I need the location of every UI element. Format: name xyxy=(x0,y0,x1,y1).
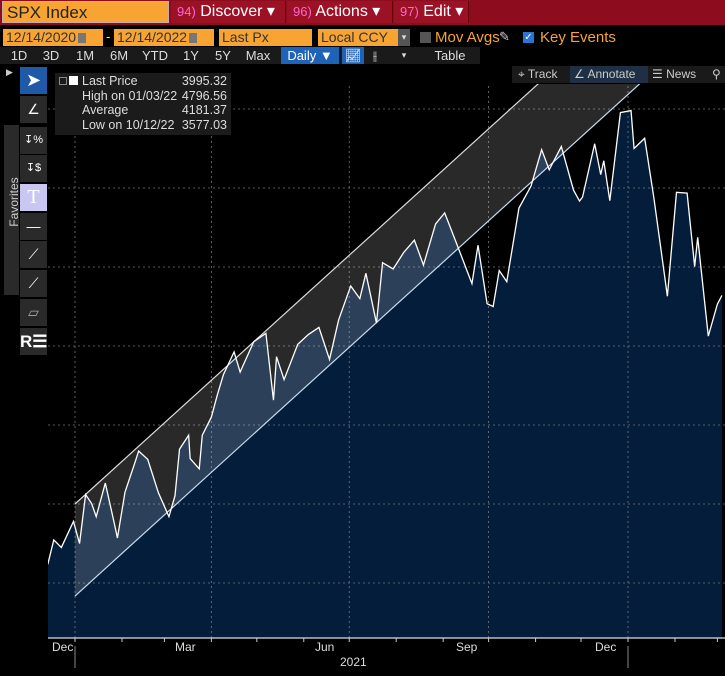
legend-label: Low on 10/12/22 xyxy=(82,118,175,132)
table-button[interactable]: Table xyxy=(420,47,480,64)
currency-selector[interactable]: Local CCY xyxy=(318,29,398,46)
period-max[interactable]: Max xyxy=(245,48,271,63)
news-icon: ☰ xyxy=(652,67,663,81)
favorites-tab[interactable]: Favorites xyxy=(4,125,21,295)
discover-menu[interactable]: 94) Discover ▾ xyxy=(171,1,286,23)
pencil-icon: ∠ xyxy=(574,67,585,81)
calendar-icon[interactable] xyxy=(78,33,87,44)
calendar-icon[interactable] xyxy=(189,33,198,44)
menu-number: 94) xyxy=(177,4,196,19)
end-date: 12/14/2022 xyxy=(117,29,188,45)
ray-icon[interactable]: ⟋ xyxy=(20,270,47,297)
legend-average: Average 4181.37 xyxy=(82,103,227,118)
period-1m[interactable]: 1M xyxy=(75,48,95,63)
x-tick-label: Dec xyxy=(52,640,74,654)
ticker-input[interactable]: SPX Index xyxy=(2,1,169,23)
expand-arrow-icon[interactable]: ▶ xyxy=(6,67,13,77)
edit-menu[interactable]: 97) Edit ▾ xyxy=(394,1,469,23)
zoom-icon[interactable]: ⚲ xyxy=(712,67,721,81)
line-chart-icon[interactable]: 📈︎ xyxy=(342,47,364,64)
channel-upper-line xyxy=(74,84,539,505)
news-label: News xyxy=(666,67,697,81)
end-date-field[interactable]: 12/14/2022 xyxy=(114,29,214,46)
x-tick-label: Dec xyxy=(595,640,617,654)
frequency-dropdown[interactable]: Daily ▼ xyxy=(281,47,339,64)
track-button[interactable]: ⌖ Track xyxy=(518,66,557,83)
bar-chart-icon[interactable]: ⫲ xyxy=(372,48,378,63)
trendline-icon[interactable]: ⟋ xyxy=(20,241,47,268)
annotate-button[interactable]: ∠ Annotate xyxy=(570,66,648,83)
period-3d[interactable]: 3D xyxy=(42,48,60,63)
pen-icon[interactable]: ∠ xyxy=(20,96,47,123)
price-area xyxy=(48,110,722,638)
menu-number: 97) xyxy=(400,4,419,19)
legend-low: Low on 10/12/22 3577.03 xyxy=(82,118,227,133)
chevron-down-icon[interactable]: ▾ xyxy=(398,29,410,46)
field-selector[interactable]: Last Px xyxy=(219,29,312,46)
start-date-field[interactable]: 12/14/2020 xyxy=(3,29,103,46)
menu-label: Actions ▾ xyxy=(315,3,381,20)
period-5y[interactable]: 5Y xyxy=(215,48,231,63)
series-swatch xyxy=(69,76,78,85)
start-date: 12/14/2020 xyxy=(6,29,77,45)
period-1y[interactable]: 1Y xyxy=(183,48,199,63)
period-ytd[interactable]: YTD xyxy=(142,48,168,63)
legend-high: High on 01/03/22 4796.56 xyxy=(82,89,227,104)
price-line xyxy=(48,109,723,565)
menu-label: Discover ▾ xyxy=(200,3,275,20)
track-label: Track xyxy=(527,67,558,81)
legend-label: Last Price xyxy=(82,74,138,88)
legend-last-price: Last Price 3995.32 xyxy=(82,74,227,89)
legend-value: 4796.56 xyxy=(181,89,227,103)
x-tick-label: Sep xyxy=(456,640,478,654)
channel-lower-line xyxy=(74,84,641,597)
dollar-marker-icon[interactable]: ↧$ xyxy=(20,155,47,182)
menu-label: Edit ▾ xyxy=(423,3,464,20)
plot-area xyxy=(48,84,725,638)
chevron-down-icon[interactable]: ▾ xyxy=(401,50,407,60)
pointer-icon[interactable]: ➤ xyxy=(20,67,47,94)
regression-icon[interactable]: R☰ xyxy=(20,328,48,355)
legend-label: High on 01/03/22 xyxy=(82,89,178,103)
favorites-label: Favorites xyxy=(7,177,21,227)
x-tick-label: Mar xyxy=(175,640,196,654)
period-6m[interactable]: 6M xyxy=(109,48,129,63)
date-separator: - xyxy=(106,29,111,44)
legend-value: 4181.37 xyxy=(181,103,227,117)
x-tick-label: Jun xyxy=(315,640,335,654)
actions-menu[interactable]: 96) Actions ▾ xyxy=(287,1,393,23)
legend-value: 3995.32 xyxy=(181,74,227,88)
mov-avgs-checkbox[interactable] xyxy=(420,32,431,43)
year-label: 2021 xyxy=(340,655,367,669)
legend-label: Average xyxy=(82,103,129,117)
annotate-label: Annotate xyxy=(587,67,636,81)
crosshair-icon: ⌖ xyxy=(518,67,525,81)
period-1d[interactable]: 1D xyxy=(10,48,28,63)
legend-value: 3577.03 xyxy=(181,118,227,132)
chart-legend: Last Price 3995.32 High on 01/03/22 4796.5… xyxy=(55,73,231,135)
channel-icon[interactable]: ▱ xyxy=(20,299,47,326)
text-icon[interactable]: T xyxy=(20,184,47,211)
percent-marker-icon[interactable]: ↧% xyxy=(20,127,47,154)
collapse-icon[interactable] xyxy=(59,77,67,85)
key-events-label: Key Events xyxy=(540,29,616,46)
horizontal-line-icon[interactable]: — xyxy=(20,213,47,240)
news-button[interactable]: ☰ News xyxy=(652,66,696,83)
mov-avgs-label: Mov Avgs xyxy=(435,29,500,46)
menu-number: 96) xyxy=(293,4,312,19)
chart-toolbar: ⌖ Track ∠ Annotate ☰ News ⚲ xyxy=(512,66,725,83)
key-events-checkbox[interactable]: ✓ xyxy=(523,32,534,43)
pencil-icon[interactable]: ✎ xyxy=(499,29,510,44)
